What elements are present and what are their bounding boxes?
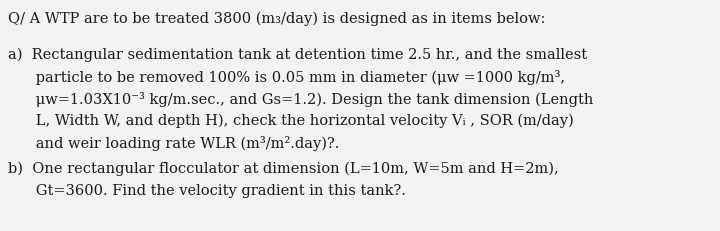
Text: a)  Rectangular sedimentation tank at detention time 2.5 hr., and the smallest: a) Rectangular sedimentation tank at det… [8,48,587,62]
Text: b)  One rectangular flocculator at dimension (L=10m, W=5m and H=2m),: b) One rectangular flocculator at dimens… [8,162,559,176]
Text: L, Width W, and depth H), check the horizontal velocity Vᵢ , SOR (m/day): L, Width W, and depth H), check the hori… [8,114,574,128]
Text: Gt=3600. Find the velocity gradient in this tank?.: Gt=3600. Find the velocity gradient in t… [8,184,406,198]
Text: μw=1.03X10⁻³ kg/m.sec., and Gs=1.2). Design the tank dimension (Length: μw=1.03X10⁻³ kg/m.sec., and Gs=1.2). Des… [8,92,593,107]
Text: Q/ A WTP are to be treated 3800 (m₃/day) is designed as in items below:: Q/ A WTP are to be treated 3800 (m₃/day)… [8,12,545,26]
Text: particle to be removed 100% is 0.05 mm in diameter (μw =1000 kg/m³,: particle to be removed 100% is 0.05 mm i… [8,70,565,85]
Text: and weir loading rate WLR (m³/m².day)?.: and weir loading rate WLR (m³/m².day)?. [8,136,339,151]
